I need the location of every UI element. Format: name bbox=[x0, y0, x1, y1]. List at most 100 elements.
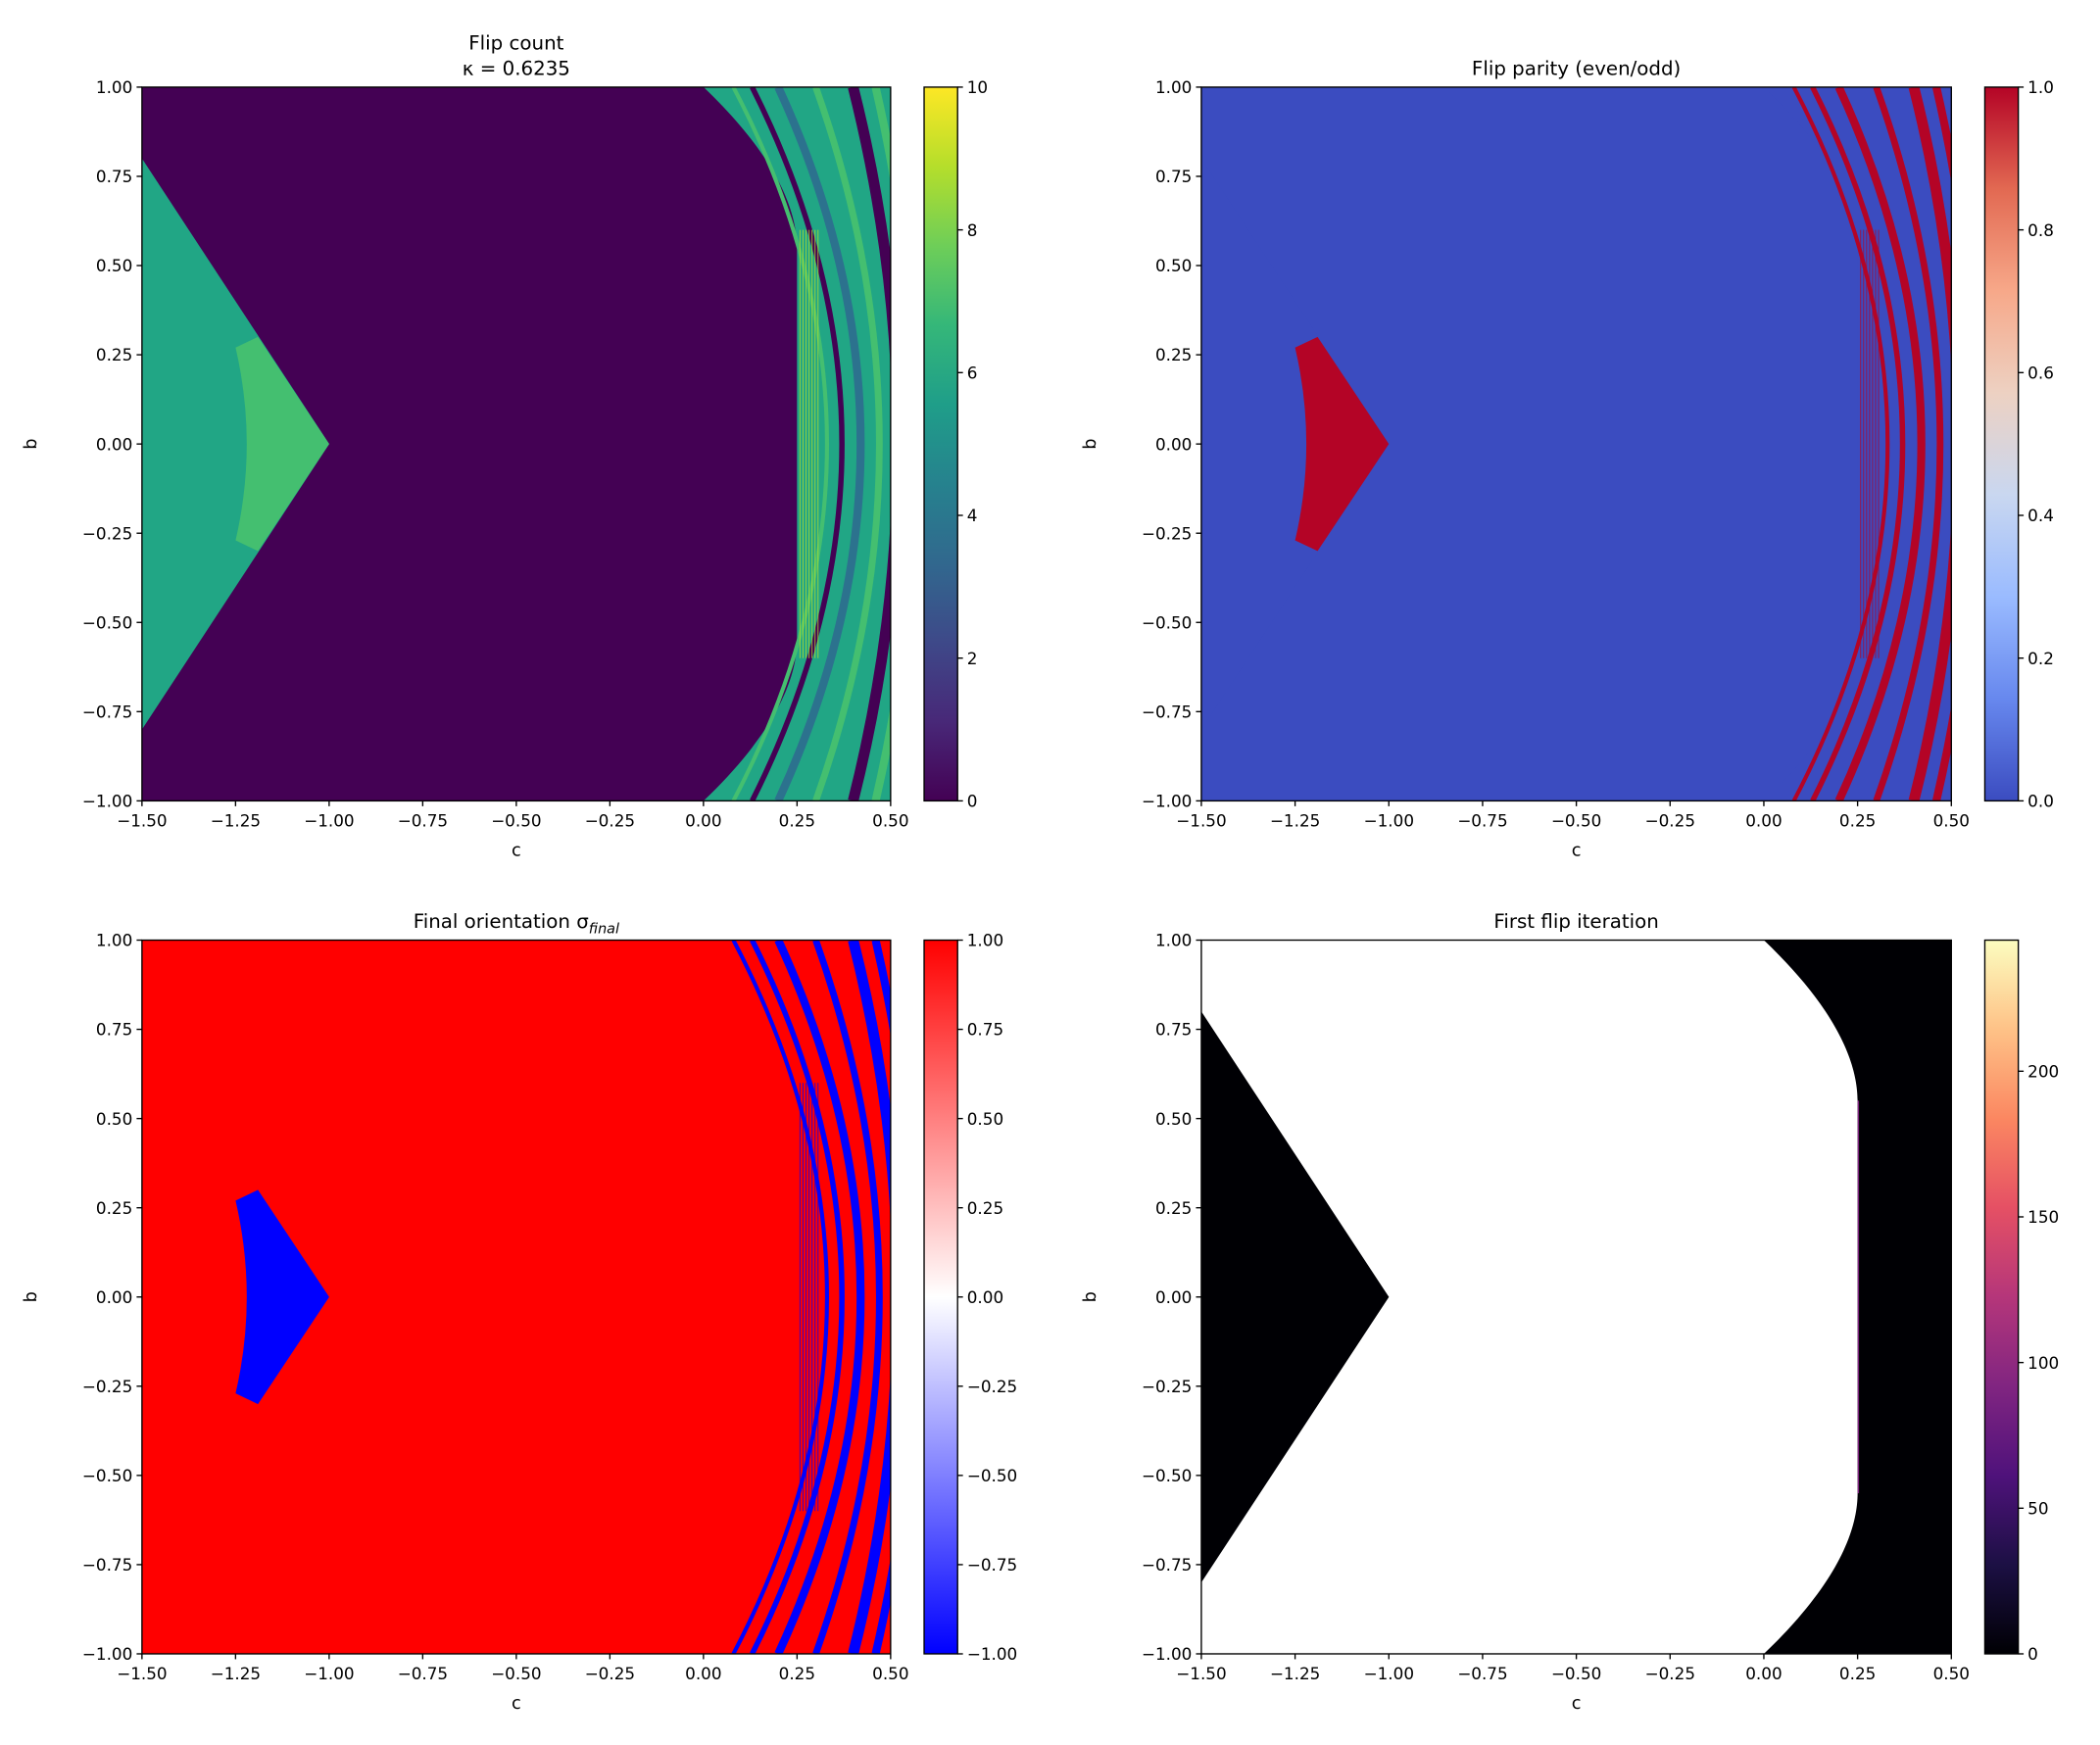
x-tick-label: 0.00 bbox=[685, 1664, 721, 1683]
colorbar-tick-label: 100 bbox=[2027, 1353, 2059, 1373]
colorbar bbox=[1983, 86, 2020, 802]
x-tick-label: −0.50 bbox=[1551, 1664, 1601, 1683]
y-tick-label: 0.50 bbox=[1155, 256, 1192, 275]
inner-arrow-region bbox=[1294, 1189, 1390, 1405]
y-tick-label: 0.75 bbox=[96, 167, 132, 186]
x-tick-label: −0.25 bbox=[1645, 1664, 1695, 1683]
y-tick-label: −0.50 bbox=[82, 1466, 132, 1485]
x-axis-label: c bbox=[512, 1694, 521, 1714]
y-tick-label: 0.75 bbox=[1155, 167, 1192, 186]
fractal-stripe bbox=[848, 940, 891, 1654]
colorbar-tick-label: 0.25 bbox=[967, 1198, 1003, 1218]
heatmap-panel-2 bbox=[1200, 86, 1952, 801]
y-tick-label: −0.75 bbox=[1142, 1555, 1192, 1575]
colorbar-tick-label: 50 bbox=[2027, 1498, 2048, 1518]
colorbar-tick-label: 10 bbox=[967, 77, 988, 97]
y-axis-label: b bbox=[1081, 439, 1100, 450]
x-tick-label: −1.50 bbox=[1176, 810, 1226, 830]
x-tick-label: −1.00 bbox=[304, 1664, 354, 1683]
y-tick-label: −0.50 bbox=[82, 612, 132, 632]
y-tick-label: −1.00 bbox=[1142, 792, 1192, 811]
x-tick-label: 0.50 bbox=[1933, 810, 1970, 830]
right-fractal-region bbox=[1763, 940, 1952, 1654]
y-axis-label: b bbox=[22, 439, 41, 450]
chart-title-text: First flip iteration bbox=[1493, 910, 1658, 933]
x-tick-label: 0.50 bbox=[872, 810, 908, 830]
x-axis-label: c bbox=[1572, 1694, 1582, 1714]
y-tick-label: −0.25 bbox=[1142, 1377, 1192, 1396]
colorbar bbox=[923, 939, 958, 1655]
y-tick-label: 0.00 bbox=[96, 1287, 132, 1307]
fractal-stripe bbox=[812, 940, 883, 1654]
fractal-stripe bbox=[848, 86, 891, 801]
left-wedge-region bbox=[141, 1011, 329, 1583]
x-tick-label: −0.75 bbox=[398, 810, 448, 830]
x-tick-label: 0.00 bbox=[1745, 810, 1782, 830]
x-tick-label: 0.00 bbox=[1745, 1664, 1782, 1683]
fractal-stripe bbox=[1873, 86, 1944, 801]
y-tick-label: 0.00 bbox=[1155, 434, 1192, 454]
x-tick-label: 0.25 bbox=[779, 1664, 815, 1683]
fractal-stripe bbox=[1791, 86, 1890, 801]
colorbar-tick-label: 0.6 bbox=[2027, 363, 2054, 382]
colorbar-tick-label: 1.00 bbox=[967, 931, 1003, 950]
y-tick-label: 1.00 bbox=[1155, 931, 1192, 950]
colorbar-tick-label: 0 bbox=[2027, 1644, 2038, 1664]
colorbar-tick-label: 1.0 bbox=[2027, 77, 2054, 97]
left-wedge-region bbox=[1200, 1011, 1390, 1583]
x-tick-label: −0.50 bbox=[1551, 810, 1601, 830]
x-tick-label: −0.25 bbox=[585, 1664, 635, 1683]
y-tick-label: −0.75 bbox=[1142, 702, 1192, 721]
inner-arrow-region bbox=[235, 336, 329, 552]
x-tick-label: −1.25 bbox=[1270, 1664, 1320, 1683]
y-tick-label: 0.25 bbox=[96, 1198, 132, 1218]
colorbar-tick-label: 0 bbox=[967, 792, 978, 811]
x-tick-label: −1.50 bbox=[117, 1664, 167, 1683]
colorbar bbox=[1983, 939, 2020, 1655]
x-tick-label: 0.00 bbox=[685, 810, 721, 830]
y-tick-label: 0.50 bbox=[1155, 1109, 1192, 1129]
x-tick-label: −1.00 bbox=[304, 810, 354, 830]
fractal-stripe bbox=[731, 940, 829, 1654]
inner-arrow-region bbox=[235, 1189, 329, 1405]
chart-title: First flip iteration bbox=[1493, 910, 1658, 933]
y-tick-label: 0.50 bbox=[96, 1109, 132, 1129]
y-tick-label: 0.25 bbox=[96, 345, 132, 364]
fractal-stripe bbox=[774, 86, 865, 801]
fractal-stripe bbox=[750, 86, 845, 801]
colorbar-tick-label: 2 bbox=[967, 649, 978, 668]
y-tick-label: 0.50 bbox=[96, 256, 132, 275]
y-tick-label: −0.25 bbox=[82, 1377, 132, 1396]
x-tick-label: 0.50 bbox=[1933, 1664, 1970, 1683]
x-tick-label: −1.25 bbox=[211, 810, 261, 830]
x-axis-label: c bbox=[1572, 841, 1582, 860]
heatmap-panel-3 bbox=[141, 940, 891, 1654]
y-tick-label: −1.00 bbox=[82, 1644, 132, 1664]
x-tick-label: −0.75 bbox=[1457, 810, 1507, 830]
x-tick-label: −1.00 bbox=[1364, 1664, 1414, 1683]
chart-title: Flip parity (even/odd) bbox=[1472, 58, 1681, 80]
x-tick-label: 0.50 bbox=[872, 1664, 908, 1683]
colorbar-tick-label: 150 bbox=[2027, 1207, 2059, 1227]
colorbar-tick-label: −0.50 bbox=[967, 1466, 1017, 1485]
heatmap-panel-4 bbox=[1200, 940, 1952, 1654]
x-tick-label: 0.25 bbox=[1839, 1664, 1876, 1683]
colorbar-tick-label: 0.2 bbox=[2027, 649, 2054, 668]
x-tick-label: −0.25 bbox=[1645, 810, 1695, 830]
y-tick-label: −0.50 bbox=[1142, 1466, 1192, 1485]
colorbar-tick-label: −0.75 bbox=[967, 1555, 1017, 1575]
chart-title-subscript: final bbox=[589, 922, 619, 938]
heatmap-panel-1 bbox=[141, 86, 891, 801]
x-tick-label: 0.25 bbox=[1839, 810, 1876, 830]
x-tick-label: −0.50 bbox=[491, 1664, 541, 1683]
x-tick-label: −0.75 bbox=[1457, 1664, 1507, 1683]
y-tick-label: −0.25 bbox=[1142, 523, 1192, 543]
inner-arrow-region bbox=[1294, 336, 1390, 552]
left-wedge-region bbox=[141, 158, 329, 730]
y-tick-label: 0.00 bbox=[1155, 1287, 1192, 1307]
colorbar-tick-label: 200 bbox=[2027, 1061, 2059, 1081]
colorbar-tick-label: 8 bbox=[967, 220, 978, 240]
x-tick-label: −0.50 bbox=[491, 810, 541, 830]
y-tick-label: −1.00 bbox=[82, 792, 132, 811]
